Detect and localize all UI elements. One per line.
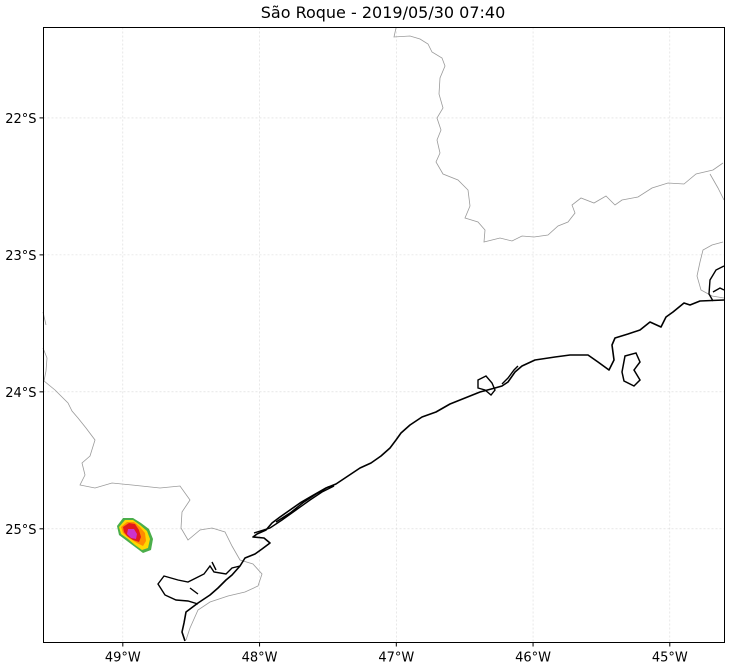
state-borders [42, 27, 725, 641]
y-tick-label: 25°S [5, 523, 36, 538]
coastline-santos-estuary [477, 365, 519, 396]
coastline-paranagua-bay [157, 561, 241, 605]
y-tick-label: 23°S [5, 249, 36, 264]
state-border-pr [42, 311, 263, 641]
x-tick-label: 45°W [652, 651, 688, 666]
coastline-main [181, 299, 725, 642]
x-tick-label: 48°W [242, 651, 278, 666]
coastline-island-sao-sebastiao [621, 352, 641, 387]
map-frame [43, 27, 725, 643]
coastline-ilha-bela-bay [708, 265, 725, 302]
state-border-sp-mg [393, 27, 724, 243]
radar-echo [117, 518, 153, 553]
axis-ticks: 49°W 48°W 47°W 46°W 45°W 22°S 23°S 24°S 25°S [5, 112, 688, 666]
x-tick-label: 47°W [378, 651, 414, 666]
coastline [157, 265, 725, 642]
x-tick-label: 49°W [105, 651, 141, 666]
map-title: São Roque - 2019/05/30 07:40 [261, 3, 506, 22]
graticule [43, 27, 725, 643]
x-tick-label: 46°W [515, 651, 551, 666]
y-tick-label: 24°S [5, 386, 36, 401]
radar-echo-core [127, 529, 137, 539]
coastline-ilha-comprida [253, 485, 335, 534]
y-tick-label: 22°S [5, 112, 36, 127]
